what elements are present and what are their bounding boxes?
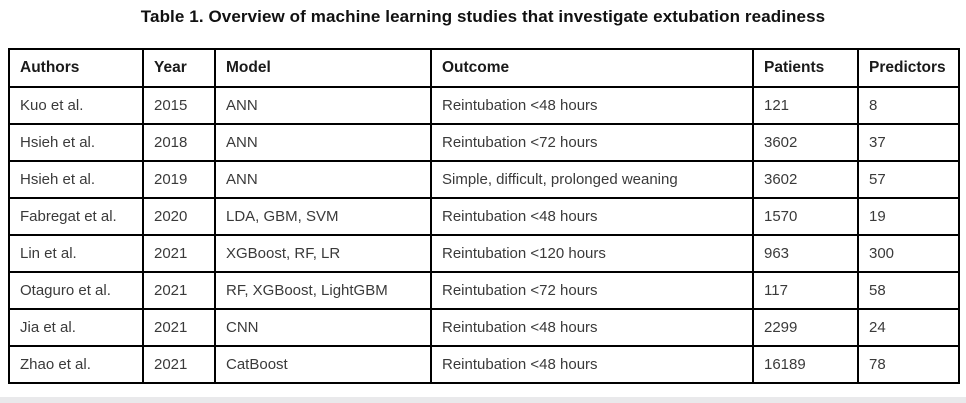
table-cell: Reintubation <72 hours — [430, 123, 754, 162]
table-cell: Jia et al. — [8, 308, 144, 347]
table-cell: Reintubation <48 hours — [430, 308, 754, 347]
table-cell: Hsieh et al. — [8, 123, 144, 162]
col-header-authors: Authors — [8, 48, 144, 88]
table-cell: Reintubation <48 hours — [430, 197, 754, 236]
header-row: Authors Year Model Outcome Patients Pred… — [8, 48, 960, 88]
col-header-outcome: Outcome — [430, 48, 754, 88]
table-cell: XGBoost, RF, LR — [214, 234, 432, 273]
table-cell: 2021 — [142, 345, 216, 384]
table-cell: CatBoost — [214, 345, 432, 384]
table-row: Hsieh et al. 2019 ANN Simple, difficult, pr… — [8, 160, 960, 199]
table-cell: RF, XGBoost, LightGBM — [214, 271, 432, 310]
table-row: Otaguro et al. 2021 RF, XGBoost, LightGBM R… — [8, 271, 960, 310]
page-bottom-strip — [0, 397, 966, 403]
table-cell: 3602 — [752, 160, 859, 199]
table-cell: 19 — [857, 197, 960, 236]
col-header-patients: Patients — [752, 48, 859, 88]
table-cell: 37 — [857, 123, 960, 162]
table-cell: 2021 — [142, 308, 216, 347]
table-row: Zhao et al. 2021 CatBoost Reintubation <48 … — [8, 345, 960, 384]
col-header-year: Year — [142, 48, 216, 88]
table-cell: Kuo et al. — [8, 86, 144, 125]
table-row: Kuo et al. 2015 ANN Reintubation <48 hours 1… — [8, 86, 960, 125]
table-cell: 300 — [857, 234, 960, 273]
table-cell: 963 — [752, 234, 859, 273]
table-cell: Fabregat et al. — [8, 197, 144, 236]
col-header-model: Model — [214, 48, 432, 88]
table-cell: 78 — [857, 345, 960, 384]
table-caption: Table 1. Overview of machine learning st… — [140, 7, 826, 26]
table-cell: 24 — [857, 308, 960, 347]
table-cell: 1570 — [752, 197, 859, 236]
studies-table: Authors Year Model Outcome Patients Pred… — [8, 48, 960, 384]
table-row: Lin et al. 2021 XGBoost, RF, LR Reintubatio… — [8, 234, 960, 273]
table-cell: 117 — [752, 271, 859, 310]
table-cell: ANN — [214, 123, 432, 162]
table-cell: Otaguro et al. — [8, 271, 144, 310]
table-cell: 58 — [857, 271, 960, 310]
table-row: Jia et al. 2021 CNN Reintubation <48 hours 2… — [8, 308, 960, 347]
table-cell: ANN — [214, 160, 432, 199]
table-cell: 2019 — [142, 160, 216, 199]
table-cell: Reintubation <48 hours — [430, 86, 754, 125]
table-cell: 2299 — [752, 308, 859, 347]
table-row: Fabregat et al. 2020 LDA, GBM, SVM Reintuba… — [8, 197, 960, 236]
table-row: Hsieh et al. 2018 ANN Reintubation <72 hour… — [8, 123, 960, 162]
table-cell: 2015 — [142, 86, 216, 125]
table-cell: 2018 — [142, 123, 216, 162]
table-cell: Reintubation <48 hours — [430, 345, 754, 384]
table-cell: Zhao et al. — [8, 345, 144, 384]
table-cell: CNN — [214, 308, 432, 347]
table-cell: LDA, GBM, SVM — [214, 197, 432, 236]
table-cell: 121 — [752, 86, 859, 125]
table-cell: 8 — [857, 86, 960, 125]
table-cell: 57 — [857, 160, 960, 199]
table-cell: Reintubation <120 hours — [430, 234, 754, 273]
table-cell: 2021 — [142, 271, 216, 310]
table-cell: 3602 — [752, 123, 859, 162]
table-cell: Simple, difficult, prolonged weaning — [430, 160, 754, 199]
col-header-predictors: Predictors — [857, 48, 960, 88]
table-cell: 2021 — [142, 234, 216, 273]
table-cell: ANN — [214, 86, 432, 125]
table-cell: Lin et al. — [8, 234, 144, 273]
table-cell: Hsieh et al. — [8, 160, 144, 199]
table-cell: Reintubation <72 hours — [430, 271, 754, 310]
table-cell: 2020 — [142, 197, 216, 236]
table-cell: 16189 — [752, 345, 859, 384]
